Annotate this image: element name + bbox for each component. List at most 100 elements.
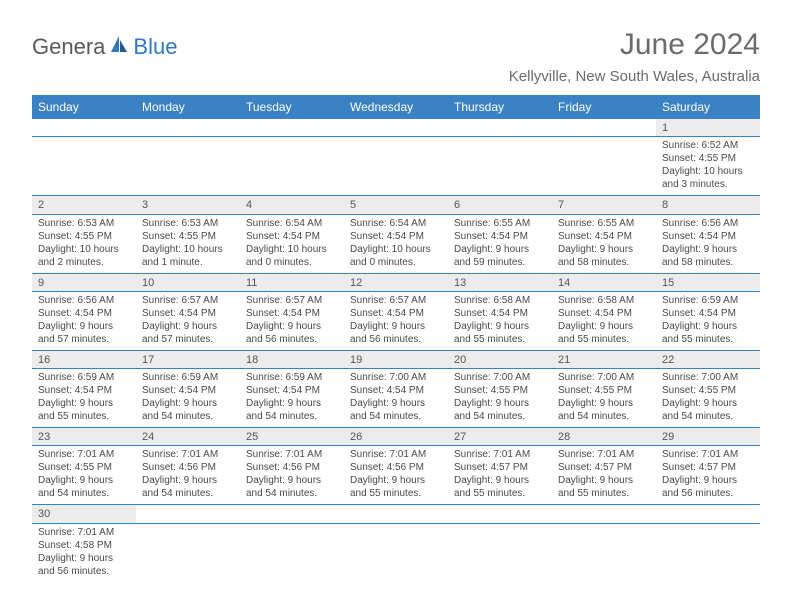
daynum-row: 1 — [32, 119, 760, 137]
daylight-text-1: Daylight: 10 hours — [246, 243, 338, 256]
day-number-cell: 24 — [136, 428, 240, 446]
day-number-cell: 16 — [32, 350, 136, 368]
day-details-cell — [344, 137, 448, 196]
daylight-text-2: and 58 minutes. — [662, 256, 754, 269]
sunrise-text: Sunrise: 6:54 AM — [350, 217, 442, 230]
sunset-text: Sunset: 4:54 PM — [350, 307, 442, 320]
day-number-cell: 20 — [448, 350, 552, 368]
day-details-cell: Sunrise: 7:01 AMSunset: 4:56 PMDaylight:… — [136, 446, 240, 505]
daylight-text-1: Daylight: 9 hours — [454, 243, 546, 256]
day-details-row: Sunrise: 6:53 AMSunset: 4:55 PMDaylight:… — [32, 214, 760, 273]
sunrise-text: Sunrise: 6:59 AM — [38, 371, 130, 384]
day-number-cell — [344, 505, 448, 523]
day-number-cell: 18 — [240, 350, 344, 368]
daylight-text-2: and 54 minutes. — [38, 487, 130, 500]
day-details-cell: Sunrise: 6:58 AMSunset: 4:54 PMDaylight:… — [552, 291, 656, 350]
daylight-text-1: Daylight: 9 hours — [558, 243, 650, 256]
day-details-cell — [240, 523, 344, 582]
day-details-cell: Sunrise: 6:59 AMSunset: 4:54 PMDaylight:… — [240, 369, 344, 428]
sunrise-text: Sunrise: 6:53 AM — [38, 217, 130, 230]
day-details-cell: Sunrise: 6:53 AMSunset: 4:55 PMDaylight:… — [32, 214, 136, 273]
day-number-cell: 22 — [656, 350, 760, 368]
day-number-cell — [136, 505, 240, 523]
sunset-text: Sunset: 4:55 PM — [142, 230, 234, 243]
daynum-row: 9101112131415 — [32, 273, 760, 291]
sunset-text: Sunset: 4:57 PM — [558, 461, 650, 474]
day-details-cell: Sunrise: 6:57 AMSunset: 4:54 PMDaylight:… — [136, 291, 240, 350]
sunrise-text: Sunrise: 6:59 AM — [142, 371, 234, 384]
daylight-text-2: and 55 minutes. — [454, 333, 546, 346]
day-number-cell — [240, 119, 344, 137]
sunset-text: Sunset: 4:55 PM — [38, 461, 130, 474]
daylight-text-2: and 3 minutes. — [662, 178, 754, 191]
brand-logo: Genera Blue — [32, 34, 177, 60]
day-details-cell: Sunrise: 6:55 AMSunset: 4:54 PMDaylight:… — [448, 214, 552, 273]
day-number-cell: 26 — [344, 428, 448, 446]
day-details-cell: Sunrise: 6:59 AMSunset: 4:54 PMDaylight:… — [32, 369, 136, 428]
sunrise-text: Sunrise: 7:01 AM — [38, 448, 130, 461]
day-number-cell — [552, 505, 656, 523]
sunrise-text: Sunrise: 7:01 AM — [558, 448, 650, 461]
daylight-text-2: and 54 minutes. — [246, 487, 338, 500]
weekday-header: Friday — [552, 95, 656, 119]
sunrise-text: Sunrise: 7:01 AM — [38, 526, 130, 539]
sunset-text: Sunset: 4:55 PM — [38, 230, 130, 243]
sunrise-text: Sunrise: 6:54 AM — [246, 217, 338, 230]
sunset-text: Sunset: 4:54 PM — [454, 307, 546, 320]
day-details-cell: Sunrise: 7:01 AMSunset: 4:56 PMDaylight:… — [344, 446, 448, 505]
day-details-cell: Sunrise: 6:58 AMSunset: 4:54 PMDaylight:… — [448, 291, 552, 350]
sunrise-text: Sunrise: 7:01 AM — [246, 448, 338, 461]
day-details-row: Sunrise: 7:01 AMSunset: 4:58 PMDaylight:… — [32, 523, 760, 582]
day-number-cell: 5 — [344, 196, 448, 214]
day-details-cell: Sunrise: 6:57 AMSunset: 4:54 PMDaylight:… — [240, 291, 344, 350]
weekday-header: Thursday — [448, 95, 552, 119]
daynum-row: 23242526272829 — [32, 428, 760, 446]
sunset-text: Sunset: 4:54 PM — [662, 307, 754, 320]
sunrise-text: Sunrise: 6:57 AM — [350, 294, 442, 307]
day-number-cell: 11 — [240, 273, 344, 291]
daylight-text-2: and 57 minutes. — [142, 333, 234, 346]
day-details-cell: Sunrise: 7:00 AMSunset: 4:55 PMDaylight:… — [552, 369, 656, 428]
day-details-cell: Sunrise: 7:01 AMSunset: 4:57 PMDaylight:… — [448, 446, 552, 505]
sunset-text: Sunset: 4:54 PM — [558, 230, 650, 243]
day-number-cell: 9 — [32, 273, 136, 291]
location-subtitle: Kellyville, New South Wales, Australia — [509, 68, 760, 85]
day-details-cell — [32, 137, 136, 196]
daylight-text-2: and 55 minutes. — [454, 487, 546, 500]
sunset-text: Sunset: 4:56 PM — [142, 461, 234, 474]
sunrise-text: Sunrise: 7:01 AM — [454, 448, 546, 461]
sunset-text: Sunset: 4:54 PM — [662, 230, 754, 243]
day-details-cell: Sunrise: 7:01 AMSunset: 4:57 PMDaylight:… — [552, 446, 656, 505]
day-number-cell: 27 — [448, 428, 552, 446]
sunrise-text: Sunrise: 7:00 AM — [558, 371, 650, 384]
day-number-cell: 6 — [448, 196, 552, 214]
calendar-table: Sunday Monday Tuesday Wednesday Thursday… — [32, 95, 760, 582]
daylight-text-1: Daylight: 9 hours — [662, 474, 754, 487]
sunrise-text: Sunrise: 7:01 AM — [662, 448, 754, 461]
daylight-text-1: Daylight: 9 hours — [142, 474, 234, 487]
sunset-text: Sunset: 4:54 PM — [350, 384, 442, 397]
day-details-cell: Sunrise: 6:52 AMSunset: 4:55 PMDaylight:… — [656, 137, 760, 196]
daylight-text-2: and 54 minutes. — [662, 410, 754, 423]
day-number-cell — [240, 505, 344, 523]
sunrise-text: Sunrise: 6:53 AM — [142, 217, 234, 230]
sunrise-text: Sunrise: 6:57 AM — [142, 294, 234, 307]
day-details-cell — [656, 523, 760, 582]
day-details-cell: Sunrise: 6:55 AMSunset: 4:54 PMDaylight:… — [552, 214, 656, 273]
daylight-text-1: Daylight: 9 hours — [454, 474, 546, 487]
sunrise-text: Sunrise: 6:56 AM — [662, 217, 754, 230]
day-details-cell — [136, 523, 240, 582]
day-number-cell — [448, 505, 552, 523]
daylight-text-1: Daylight: 9 hours — [350, 397, 442, 410]
day-details-cell: Sunrise: 6:54 AMSunset: 4:54 PMDaylight:… — [240, 214, 344, 273]
sunrise-text: Sunrise: 6:52 AM — [662, 139, 754, 152]
day-number-cell: 7 — [552, 196, 656, 214]
daylight-text-2: and 54 minutes. — [142, 487, 234, 500]
daylight-text-2: and 55 minutes. — [558, 487, 650, 500]
day-number-cell — [552, 119, 656, 137]
day-details-row: Sunrise: 6:52 AMSunset: 4:55 PMDaylight:… — [32, 137, 760, 196]
day-number-cell: 29 — [656, 428, 760, 446]
daylight-text-1: Daylight: 9 hours — [142, 397, 234, 410]
sunrise-text: Sunrise: 6:55 AM — [454, 217, 546, 230]
sunrise-text: Sunrise: 6:58 AM — [558, 294, 650, 307]
